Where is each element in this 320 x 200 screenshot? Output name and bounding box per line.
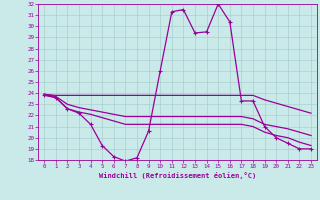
X-axis label: Windchill (Refroidissement éolien,°C): Windchill (Refroidissement éolien,°C) (99, 172, 256, 179)
